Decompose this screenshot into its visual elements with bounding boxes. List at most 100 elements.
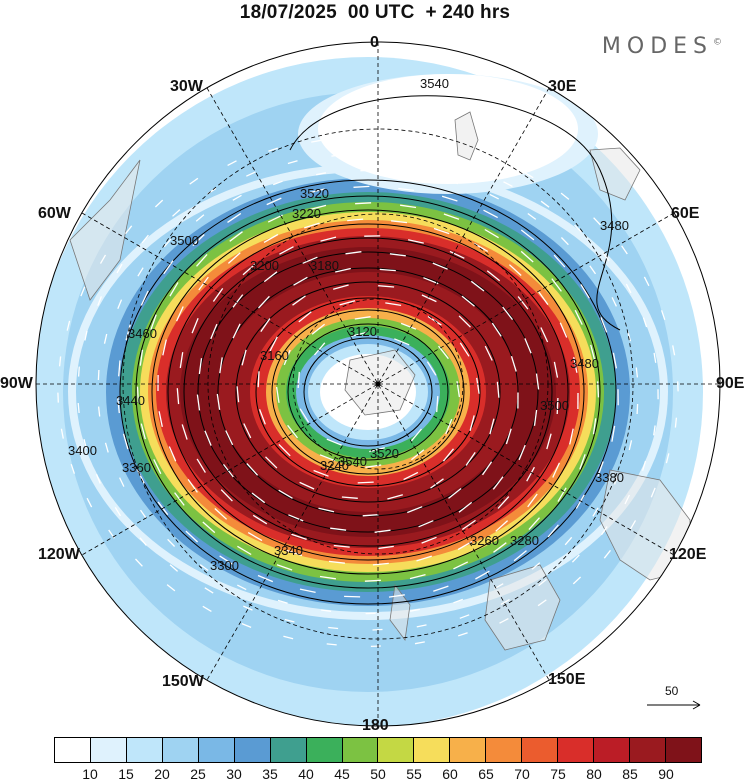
- wind-vector: [423, 277, 439, 285]
- wind-vector: [58, 356, 62, 367]
- wind-vector: [421, 536, 437, 544]
- wind-vector: [204, 587, 214, 594]
- wind-vector: [476, 377, 480, 394]
- wind-vector: [625, 283, 632, 294]
- wind-vector: [499, 618, 509, 624]
- wind-vector: [276, 564, 293, 571]
- wind-vector: [377, 545, 394, 550]
- wind-vector: [297, 371, 300, 388]
- contour-label: 3500: [170, 233, 199, 248]
- wind-vector: [117, 299, 123, 310]
- wind-vector: [533, 409, 538, 426]
- wind-vector: [538, 291, 549, 305]
- wind-vector: [574, 309, 583, 325]
- lon-label-60e: 60E: [671, 205, 700, 222]
- wind-vector: [258, 295, 270, 309]
- wind-vector: [355, 202, 372, 205]
- lon-label-90e: 90E: [716, 375, 745, 392]
- wind-vector: [237, 584, 247, 591]
- wind-vector: [351, 331, 367, 337]
- wind-vector: [117, 397, 120, 414]
- wind-vector: [266, 197, 282, 206]
- wind-vector: [263, 271, 278, 283]
- wind-vector: [442, 144, 453, 149]
- wind-vector: [278, 489, 293, 499]
- colorbar-tick-label: 75: [550, 766, 566, 782]
- wind-vector: [537, 599, 547, 607]
- colorbar-tick-label: 35: [262, 766, 278, 782]
- colorbar-swatch: [162, 738, 199, 762]
- wind-vector: [195, 214, 205, 222]
- wind-vector: [394, 338, 410, 346]
- wind-vector: [243, 423, 252, 439]
- colorbar-tick-label: 65: [478, 766, 494, 782]
- colorbar-tick-label: 55: [406, 766, 422, 782]
- wind-vector: [400, 322, 417, 330]
- wind-vector: [508, 264, 522, 276]
- wind-vector: [258, 409, 266, 425]
- wind-vector: [602, 252, 610, 262]
- wind-vector: [400, 204, 417, 209]
- contour-label: 3380: [595, 470, 624, 485]
- lon-label-120e: 120E: [669, 546, 707, 563]
- wind-vector: [448, 487, 462, 499]
- wind-vector: [153, 459, 162, 475]
- wind-vector: [97, 369, 100, 381]
- wind-vector: [247, 532, 263, 542]
- wind-vector: [409, 573, 426, 580]
- wind-vector: [70, 463, 76, 474]
- wind-vector: [524, 172, 534, 179]
- wind-vector: [354, 316, 371, 320]
- wind-vector: [333, 544, 350, 548]
- wind-vector: [187, 479, 198, 493]
- wind-vector: [650, 487, 656, 498]
- wind-vector: [328, 560, 345, 564]
- wind-vector: [635, 367, 639, 378]
- wind-vector: [257, 574, 274, 583]
- wind-vector: [311, 139, 322, 143]
- wind-vector: [653, 425, 656, 436]
- wind-vector: [378, 285, 395, 288]
- contour-label: 3300: [210, 558, 239, 573]
- wind-vector: [475, 570, 490, 580]
- wind-vector: [414, 641, 425, 645]
- wind-vector: [60, 428, 64, 439]
- wind-vector: [556, 397, 559, 415]
- wind-vector: [77, 402, 80, 414]
- wind-vector: [613, 474, 619, 485]
- wind-vector: [181, 424, 188, 440]
- wind-vector: [293, 276, 308, 286]
- wind-vector: [198, 358, 203, 375]
- wind-vector: [139, 537, 147, 546]
- wind-vector: [298, 311, 312, 323]
- wind-vector: [103, 333, 108, 344]
- wind-vector: [453, 598, 464, 604]
- wind-vector: [458, 315, 471, 328]
- wind-vector: [136, 468, 145, 484]
- wind-vector: [387, 494, 403, 500]
- wind-vector: [353, 185, 370, 188]
- wind-vector: [125, 324, 131, 341]
- wind-vector: [672, 345, 676, 356]
- wind-vector: [484, 228, 499, 239]
- wind-vector: [220, 489, 233, 502]
- brand-mark: ©: [713, 37, 722, 48]
- wind-vector: [575, 494, 585, 509]
- wind-vector: [333, 284, 349, 290]
- wind-vectors: [57, 136, 679, 648]
- wind-vector: [150, 314, 157, 330]
- wind-vector: [484, 345, 493, 361]
- wind-vector: [372, 562, 389, 566]
- wind-vector: [503, 181, 513, 187]
- colorbar-swatch: [594, 738, 630, 762]
- wind-vector: [559, 322, 568, 338]
- height-contour: [235, 281, 501, 503]
- wind-vector: [277, 599, 288, 604]
- wind-vector: [461, 295, 475, 307]
- wind-vector: [331, 154, 342, 157]
- wind-vector: [246, 171, 256, 177]
- wind-vector: [409, 608, 421, 612]
- wind-vector: [174, 492, 185, 506]
- wind-vector: [527, 212, 537, 220]
- contour-label: 3540: [338, 454, 367, 469]
